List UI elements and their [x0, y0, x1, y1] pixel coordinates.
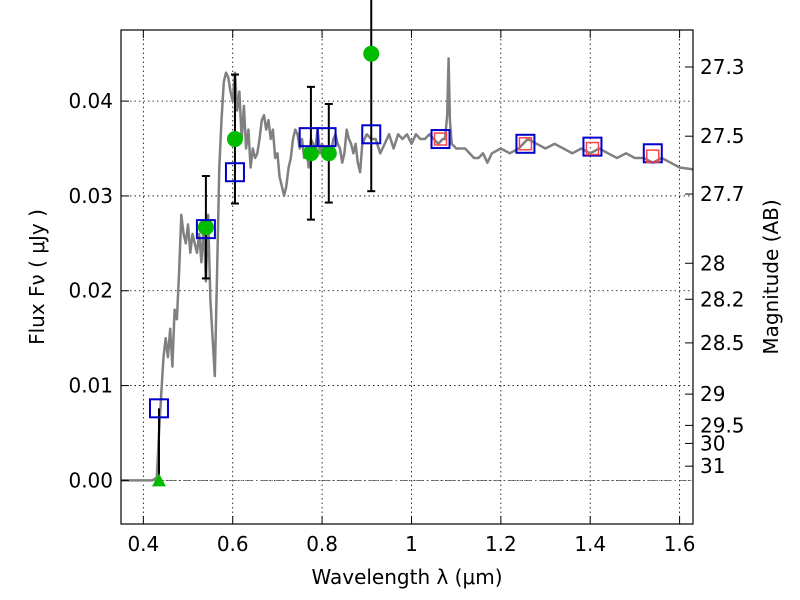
- y-axis-label: Flux Fν ( μJy ): [25, 209, 49, 345]
- magnitude-tick-label: 29.5: [700, 413, 745, 437]
- magnitude-tick-label: 27.7: [700, 182, 745, 206]
- x-tick-label: 1.4: [574, 532, 606, 556]
- x-tick-label: 0.6: [217, 532, 249, 556]
- x-tick-label: 1: [405, 532, 418, 556]
- x-axis: 0.4 0.6 0.8 1 1.2 1.4 1.6: [127, 30, 696, 556]
- model-inner-square: [585, 141, 600, 156]
- y-tick-label: 0.00: [68, 468, 113, 492]
- model-square: [316, 127, 337, 148]
- observed-point: [226, 131, 243, 148]
- model-square: [148, 398, 169, 419]
- magnitude-tick-label: 27.3: [700, 55, 745, 79]
- upper-limit-marker: [151, 473, 166, 487]
- y-tick-label: 0.02: [68, 279, 113, 303]
- x-tick-label: 0.4: [127, 532, 159, 556]
- x-tick-label: 1.2: [485, 532, 517, 556]
- magnitude-tick-label: 28.5: [700, 331, 745, 355]
- x-tick-label: 0.8: [306, 532, 338, 556]
- model-inner-square: [518, 137, 533, 151]
- spectrum-layer: [121, 57, 694, 482]
- observed-point: [197, 219, 214, 236]
- y-tick-label: 0.01: [68, 374, 113, 398]
- magnitude-tick-label: 30: [700, 431, 725, 455]
- magnitude-tick-label: 29: [700, 382, 725, 406]
- magnitude-tick-label: 27.5: [700, 124, 745, 148]
- spectrum-line: [121, 57, 694, 482]
- y-tick-label: 0.04: [68, 89, 113, 113]
- model-square: [224, 162, 245, 183]
- magnitude-tick-label: 28: [700, 251, 725, 275]
- y-tick-label: 0.03: [68, 184, 113, 208]
- x-tick-label: 1.6: [664, 532, 696, 556]
- x-axis-label: Wavelength λ (μm): [311, 565, 502, 589]
- y-axis: 0.00 0.01 0.02 0.03 0.04: [68, 89, 129, 492]
- plot-frame: [120, 29, 694, 525]
- marker-layer: [148, 45, 663, 487]
- model-square: [361, 124, 382, 145]
- magnitude-tick-label: 31: [700, 454, 725, 478]
- magnitude-axis-label: Magnitude (AB): [759, 199, 783, 354]
- observed-point: [320, 145, 337, 162]
- observed-point: [363, 45, 380, 62]
- model-inner-square: [646, 149, 660, 163]
- observed-point: [302, 145, 319, 162]
- model-square: [195, 219, 216, 240]
- model-square: [582, 136, 603, 157]
- model-square: [515, 133, 536, 154]
- model-inner-square: [433, 132, 448, 146]
- magnitude-tick-label: 28.2: [700, 287, 745, 311]
- model-square: [430, 129, 451, 150]
